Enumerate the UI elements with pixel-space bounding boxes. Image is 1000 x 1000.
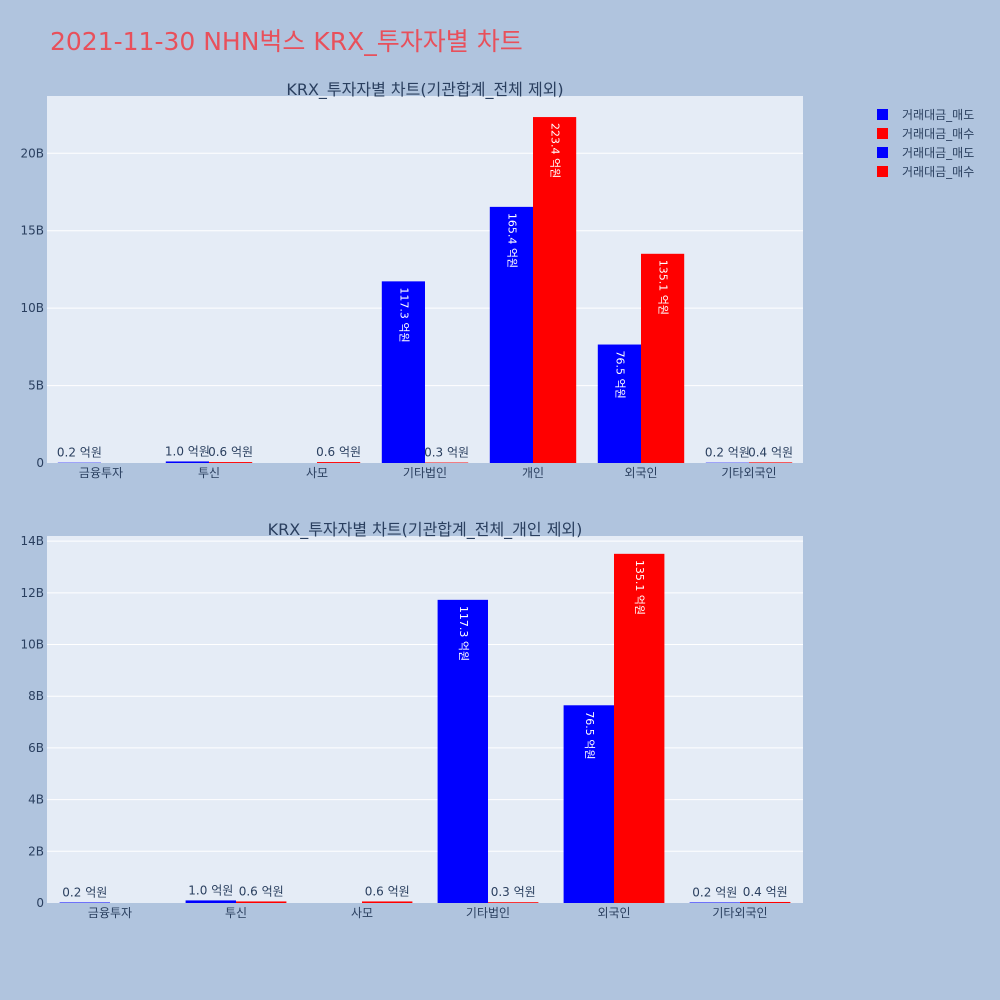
data-label: 0.4 억원 (748, 445, 793, 459)
x-tick-label: 사모 (351, 906, 373, 920)
y-tick-label: 8B (28, 689, 44, 703)
data-label: 0.3 억원 (491, 885, 536, 899)
y-tick-label: 2B (28, 844, 44, 858)
legend-swatch (877, 128, 888, 139)
data-label: 0.6 억원 (239, 884, 284, 898)
chart-title: KRX_투자자별 차트(기관합계_전체 제외) (286, 80, 563, 100)
plot-area (47, 536, 803, 903)
y-tick-label: 14B (20, 534, 44, 548)
y-tick-label: 12B (20, 586, 44, 600)
data-label: 117.3 억원 (397, 287, 410, 342)
x-tick-label: 외국인 (624, 466, 657, 480)
data-label: 0.3 억원 (424, 446, 469, 460)
data-label: 135.1 억원 (657, 260, 670, 315)
data-label: 165.4 억원 (505, 213, 518, 268)
y-tick-label: 5B (28, 379, 44, 393)
data-label: 0.6 억원 (316, 445, 361, 459)
bar-sell (489, 206, 533, 463)
legend-swatch (877, 109, 888, 120)
bar-buy (317, 462, 361, 463)
legend-item[interactable]: 거래대금_매수 (877, 165, 974, 179)
bar-buy (740, 901, 791, 903)
legend-item[interactable]: 거래대금_매도 (877, 146, 974, 160)
bar-sell (59, 902, 110, 903)
x-tick-label: 기타법인 (403, 466, 447, 480)
y-tick-label: 4B (28, 793, 44, 807)
bar-buy (749, 462, 793, 463)
data-label: 0.4 억원 (743, 885, 788, 899)
bar-buy (488, 902, 539, 903)
bar-buy (362, 901, 413, 903)
bar-sell (597, 344, 641, 463)
x-tick-label: 금융투자 (88, 906, 132, 920)
data-label: 0.2 억원 (57, 446, 102, 460)
legend-swatch (877, 166, 888, 177)
x-tick-label: 기타외국인 (721, 466, 776, 480)
data-label: 0.2 억원 (692, 885, 737, 899)
y-tick-label: 0 (36, 896, 44, 910)
bar-sell (437, 599, 488, 903)
legend-swatch (877, 147, 888, 158)
chart-title: KRX_투자자별 차트(기관합계_전체_개인 제외) (268, 520, 583, 540)
x-tick-label: 기타외국인 (712, 906, 767, 920)
x-tick-label: 투신 (198, 466, 220, 480)
bar-buy (209, 462, 253, 463)
y-tick-label: 6B (28, 741, 44, 755)
bar-sell (563, 705, 614, 903)
data-label: 76.5 억원 (613, 351, 626, 399)
legend-item[interactable]: 거래대금_매도 (877, 108, 974, 122)
data-label: 0.2 억원 (705, 446, 750, 460)
bar-buy (533, 117, 577, 464)
chart-panel-1: 0 5B 10B 15B 20B KRX_투자자별 차트(기관합계_전체 제외) 0.2 억… (20, 80, 803, 480)
y-tick-label: 20B (20, 146, 44, 160)
data-label: 117.3 억원 (457, 606, 470, 661)
x-tick-label: 사모 (306, 466, 328, 480)
page-title: 2021-11-30 NHN벅스 KRX_투자자별 차트 (50, 27, 523, 56)
x-tick-label: 금융투자 (79, 466, 123, 480)
data-label: 0.6 억원 (208, 445, 253, 459)
y-tick-label: 10B (20, 301, 44, 315)
bar-sell (165, 461, 209, 463)
bar-buy (236, 901, 287, 903)
data-label: 223.4 억원 (549, 123, 562, 178)
x-tick-label: 외국인 (597, 906, 630, 920)
x-tick-label: 개인 (522, 466, 544, 480)
x-tick-label: 투신 (225, 906, 247, 920)
legend-label: 거래대금_매도 (902, 146, 974, 160)
data-label: 1.0 억원 (188, 883, 233, 897)
x-tick-label: 기타법인 (466, 906, 510, 920)
bar-buy (614, 553, 665, 903)
data-label: 1.0 억원 (165, 444, 210, 458)
data-label: 0.6 억원 (365, 884, 410, 898)
legend-label: 거래대금_매수 (902, 165, 974, 179)
data-label: 76.5 억원 (583, 711, 596, 759)
bar-sell (689, 902, 740, 903)
data-label: 0.2 억원 (62, 885, 107, 899)
bar-buy (641, 253, 685, 463)
bar-sell (381, 281, 425, 463)
legend-label: 거래대금_매수 (902, 127, 974, 141)
y-tick-label: 0 (36, 456, 44, 470)
bar-sell (185, 900, 236, 903)
y-tick-label: 15B (20, 224, 44, 238)
legend-label: 거래대금_매도 (902, 108, 974, 122)
legend-item[interactable]: 거래대금_매수 (877, 127, 974, 141)
data-label: 135.1 억원 (633, 560, 646, 615)
y-tick-label: 10B (20, 638, 44, 652)
chart-panel-2: 0 2B 4B 6B 8B 10B 12B 14B KRX_투자자별 차트(기관합계_전체_개인… (20, 520, 803, 920)
